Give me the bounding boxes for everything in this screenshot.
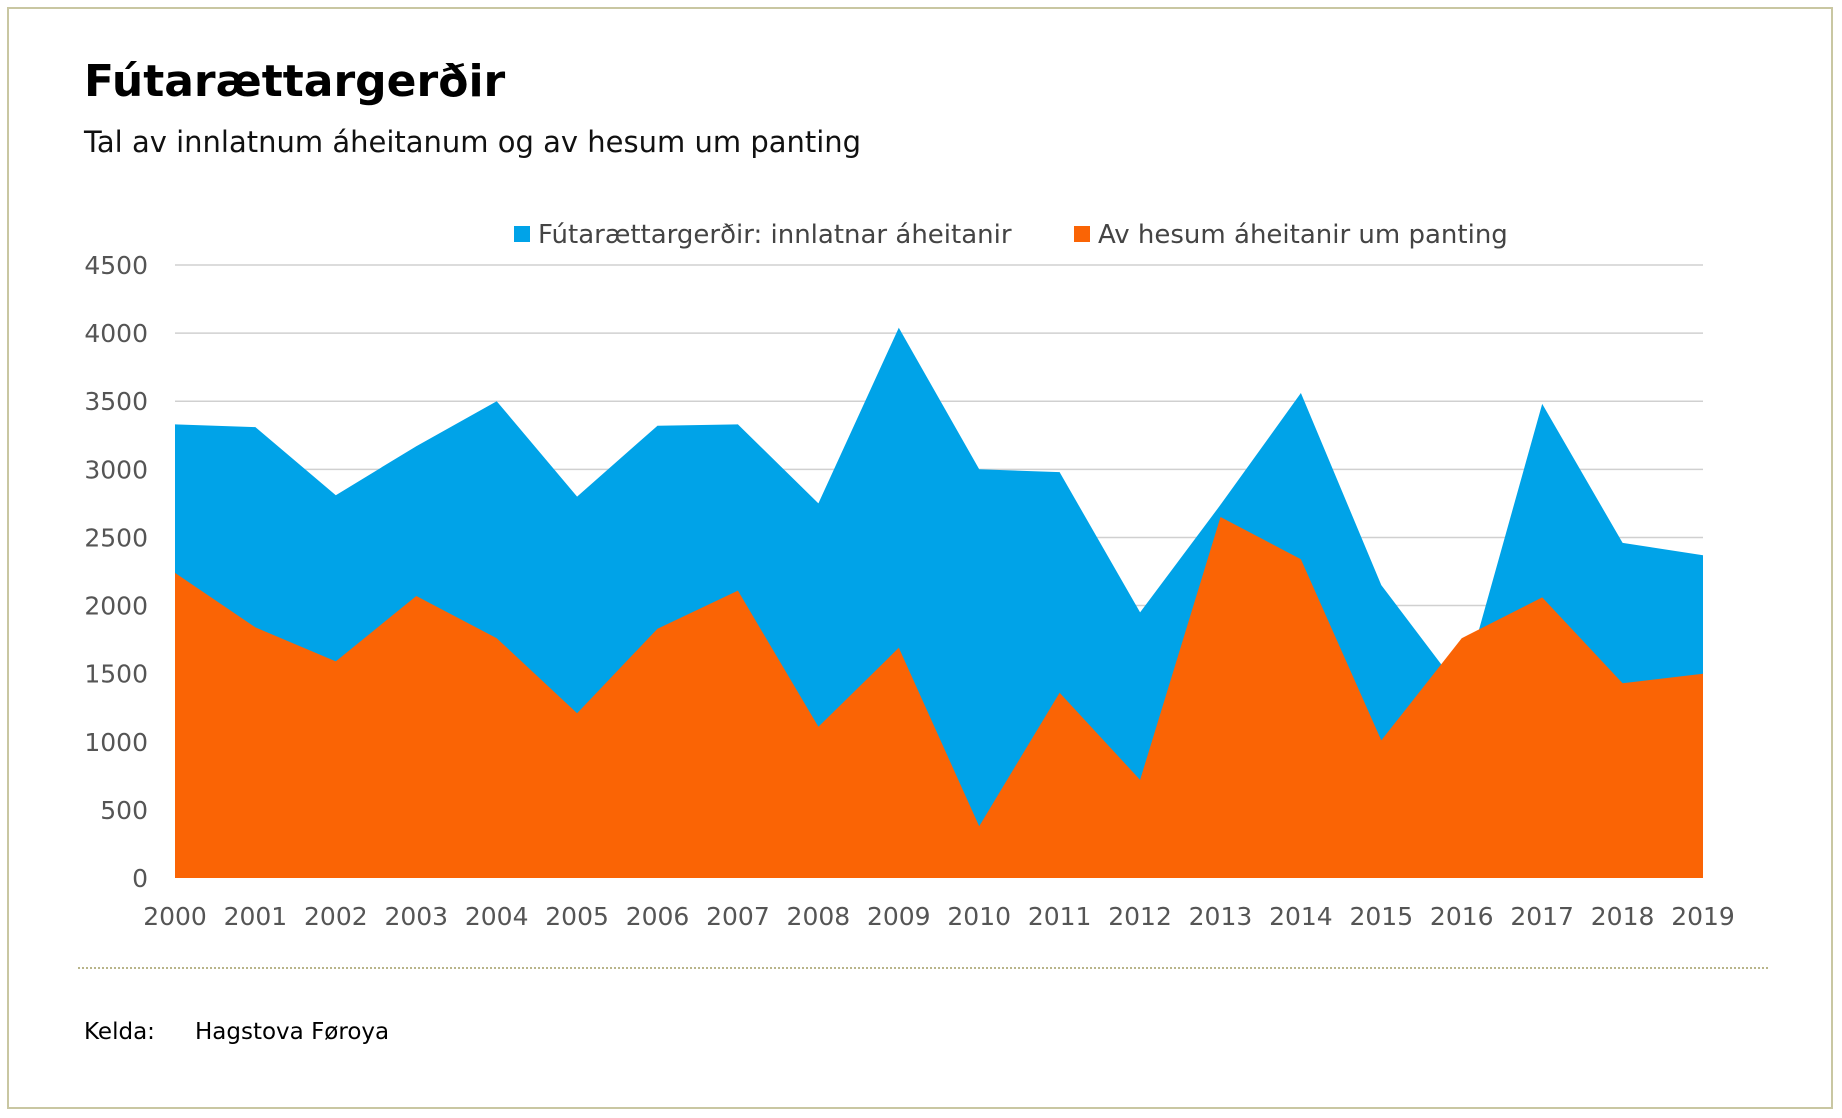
legend-label-pledge: Av hesum áheitanir um panting [1098,220,1508,250]
y-axis-tick-labels: 0 500 1000 1500 2000 2500 3000 3500 4000 4500 [84,251,148,893]
x-tick-label: 2001 [224,902,288,931]
chart-title: Fútarættargerðir [84,56,506,107]
area-series-pledge [175,517,1703,878]
x-tick-label: 2007 [706,902,770,931]
legend-label-total: Fútarættargerðir: innlatnar áheitanir [538,220,1012,250]
y-tick-label: 500 [100,796,148,825]
y-tick-label: 3000 [84,455,148,484]
chart-subtitle: Tal av innlatnum áheitanum og av hesum u… [84,125,862,159]
legend-swatch-pledge [1074,226,1090,242]
source-value: Hagstova Føroya [195,1019,390,1045]
y-tick-label: 3500 [84,387,148,416]
x-tick-label: 2009 [867,902,931,931]
x-tick-label: 2010 [947,902,1011,931]
x-tick-label: 2012 [1108,902,1172,931]
footer-divider [78,967,1768,969]
x-tick-label: 2018 [1591,902,1655,931]
x-tick-label: 2013 [1189,902,1253,931]
y-tick-label: 2500 [84,523,148,552]
y-tick-label: 0 [132,864,148,893]
x-tick-label: 2016 [1430,902,1494,931]
x-tick-label: 2015 [1350,902,1414,931]
x-tick-label: 2014 [1269,902,1333,931]
y-tick-label: 4000 [84,319,148,348]
area-layer [174,327,1704,878]
y-tick-label: 1000 [84,728,148,757]
y-tick-label: 1500 [84,660,148,689]
y-tick-label: 4500 [84,251,148,280]
x-tick-label: 2011 [1028,902,1092,931]
x-tick-label: 2006 [626,902,690,931]
x-tick-label: 2002 [304,902,368,931]
x-tick-label: 2003 [384,902,448,931]
x-tick-label: 2004 [465,902,529,931]
x-tick-label: 2008 [787,902,851,931]
x-tick-label: 2000 [143,902,207,931]
x-tick-label: 2017 [1510,902,1574,931]
source-label: Kelda: [84,1019,155,1045]
x-tick-label: 2005 [545,902,609,931]
y-tick-label: 2000 [84,592,148,621]
x-axis-tick-labels: 2000 2001 2002 2003 2004 2005 2006 2007 2008 2009… [143,902,1735,931]
legend-swatch-total [514,226,530,242]
x-tick-label: 2019 [1671,902,1735,931]
legend: Fútarættargerðir: innlatnar áheitanir Av… [514,220,1508,250]
